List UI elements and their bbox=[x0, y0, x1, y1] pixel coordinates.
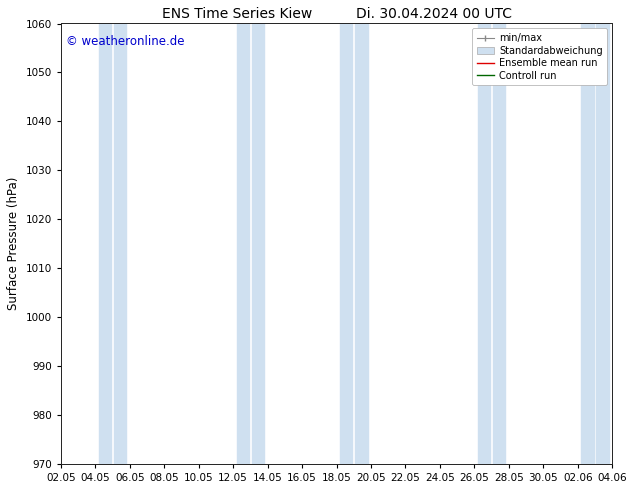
Bar bbox=[597, 24, 609, 464]
Bar bbox=[493, 24, 505, 464]
Legend: min/max, Standardabweichung, Ensemble mean run, Controll run: min/max, Standardabweichung, Ensemble me… bbox=[472, 28, 607, 85]
Y-axis label: Surface Pressure (hPa): Surface Pressure (hPa) bbox=[7, 177, 20, 311]
Bar bbox=[478, 24, 490, 464]
Bar bbox=[340, 24, 353, 464]
Bar bbox=[236, 24, 249, 464]
Bar bbox=[114, 24, 126, 464]
Bar bbox=[355, 24, 368, 464]
Bar bbox=[99, 24, 111, 464]
Text: © weatheronline.de: © weatheronline.de bbox=[67, 34, 184, 48]
Title: ENS Time Series Kiew          Di. 30.04.2024 00 UTC: ENS Time Series Kiew Di. 30.04.2024 00 U… bbox=[162, 7, 512, 21]
Bar bbox=[581, 24, 593, 464]
Bar bbox=[252, 24, 264, 464]
